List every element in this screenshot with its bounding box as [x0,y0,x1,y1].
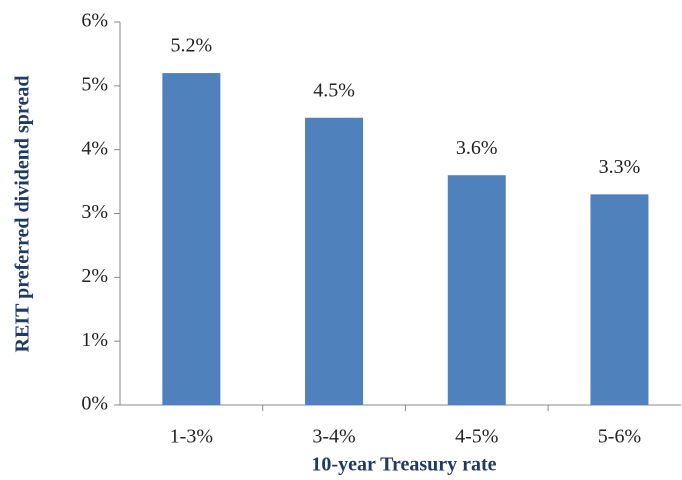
y-tick-label: 6% [81,10,108,32]
x-tick-label: 3-4% [312,426,355,448]
value-label: 4.5% [313,79,355,101]
y-axis-title: REIT preferred dividend spread [12,76,34,353]
y-tick-label: 5% [81,73,108,95]
bar [305,117,364,405]
bar [590,194,649,405]
x-tick-label: 4-5% [455,426,498,448]
x-tick-label: 1-3% [170,426,213,448]
value-label: 3.6% [456,137,498,159]
y-tick-label: 2% [81,265,108,287]
value-label: 3.3% [599,156,641,178]
y-tick-label: 4% [81,137,108,159]
x-tick-label: 5-6% [598,426,641,448]
x-axis-title: 10-year Treasury rate [311,454,496,476]
y-tick-label: 1% [81,329,108,351]
bar [162,73,221,406]
y-tick-label: 0% [81,393,108,415]
value-label: 5.2% [171,35,213,57]
bar [447,175,506,405]
y-tick-label: 3% [81,201,108,223]
